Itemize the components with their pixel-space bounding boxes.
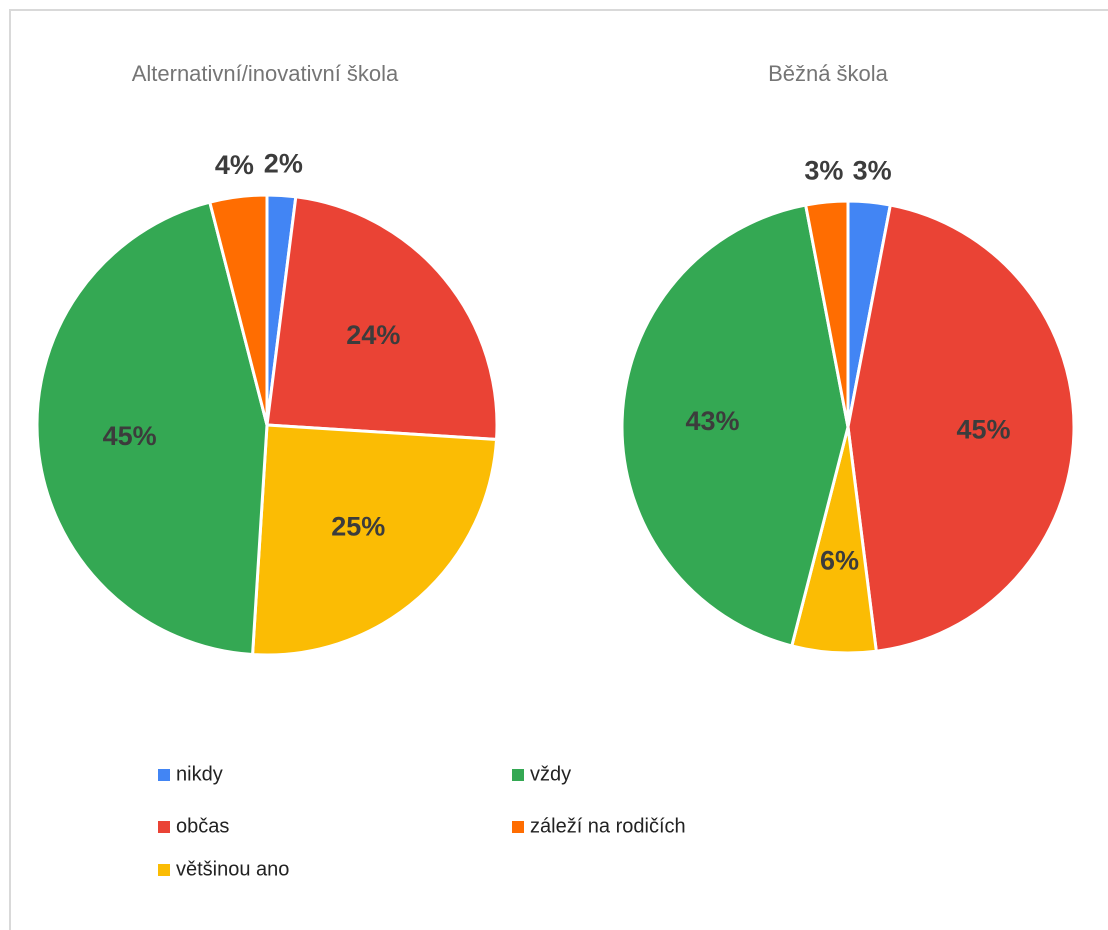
legend-marker	[158, 864, 170, 876]
data-label: 2%	[264, 149, 303, 179]
legend-marker	[512, 821, 524, 833]
legend-label: nikdy	[176, 763, 223, 785]
pie-slice	[35, 200, 269, 657]
data-label: 45%	[103, 421, 157, 451]
frame	[9, 9, 1108, 930]
data-label: 6%	[820, 545, 859, 575]
pie-slice	[265, 195, 499, 442]
legend-label: občas	[176, 815, 229, 837]
data-label: 45%	[957, 414, 1011, 444]
pie-slice	[803, 199, 850, 428]
pie-slice	[207, 193, 269, 426]
pie-slice	[620, 203, 850, 648]
data-label: 43%	[685, 406, 739, 436]
data-label: 3%	[853, 155, 892, 185]
legend-marker	[158, 769, 170, 781]
legend-marker	[158, 821, 170, 833]
pie-slice	[250, 423, 499, 657]
legend-label: vždy	[530, 763, 571, 785]
pie-slice	[846, 203, 1076, 653]
legend-label: záleží na rodičích	[530, 815, 686, 837]
data-label: 25%	[331, 512, 385, 542]
data-label: 3%	[804, 155, 843, 185]
data-label: 4%	[215, 150, 254, 180]
legend-label: většinou ano	[176, 858, 289, 880]
legend-marker	[512, 769, 524, 781]
pie-title: Alternativní/inovativní škola	[132, 61, 399, 86]
data-label: 24%	[346, 320, 400, 350]
pie-title: Běžná škola	[768, 61, 889, 86]
